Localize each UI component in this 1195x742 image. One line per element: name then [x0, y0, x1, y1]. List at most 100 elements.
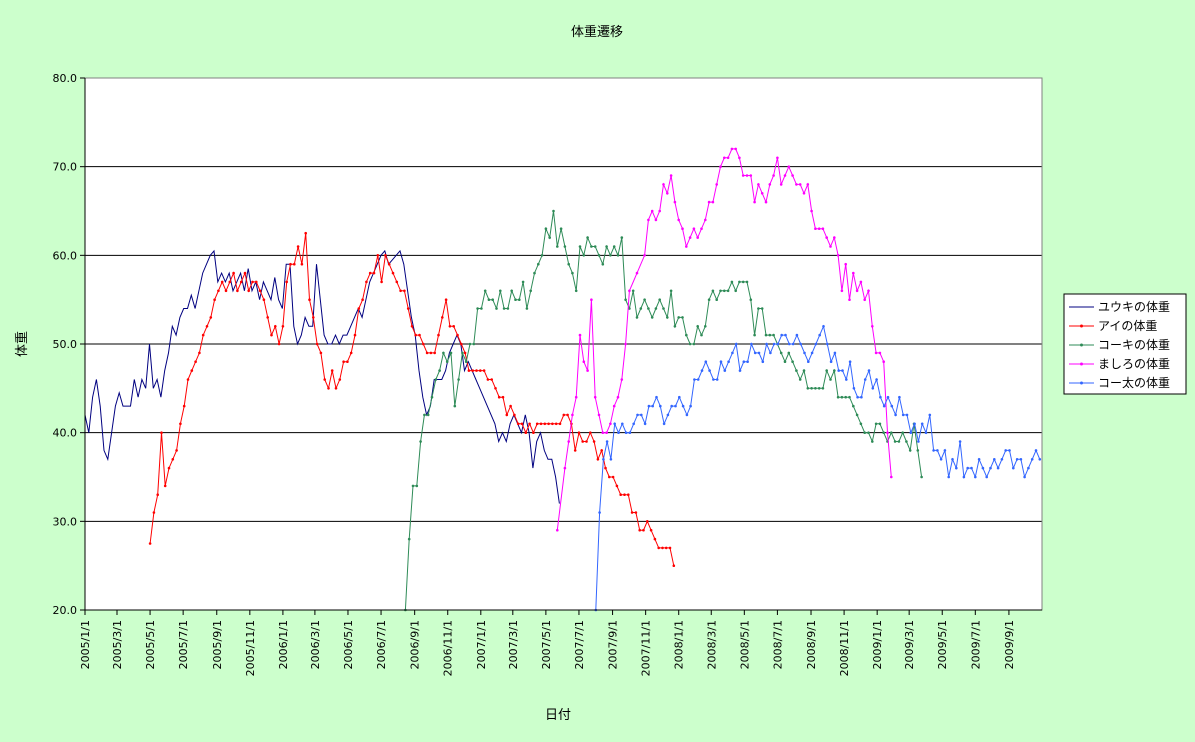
x-tick-label: 2009/5/1	[936, 620, 949, 669]
data-point	[289, 262, 292, 266]
data-point	[788, 342, 791, 346]
data-point	[829, 360, 833, 364]
data-point	[609, 422, 612, 426]
data-point	[806, 183, 810, 186]
data-point	[898, 395, 901, 399]
data-point	[821, 387, 825, 390]
x-tick-label: 2006/9/1	[409, 620, 422, 669]
data-point	[666, 192, 669, 195]
data-point	[890, 431, 893, 435]
data-point	[422, 342, 425, 346]
data-point	[518, 298, 521, 302]
data-point	[795, 333, 799, 337]
data-point	[1038, 458, 1042, 461]
data-point	[467, 369, 471, 372]
data-point	[650, 316, 654, 319]
data-point	[236, 289, 239, 293]
data-point	[799, 342, 802, 346]
data-point	[597, 254, 601, 257]
data-point	[753, 200, 756, 204]
data-point	[878, 422, 882, 426]
data-point	[677, 316, 680, 319]
data-point	[795, 369, 798, 372]
data-point	[723, 369, 727, 372]
data-point	[464, 360, 468, 364]
data-point	[916, 449, 920, 452]
data-point	[738, 156, 741, 160]
data-point	[685, 413, 689, 417]
data-point	[476, 307, 479, 310]
data-point	[334, 387, 338, 390]
data-point	[653, 537, 657, 541]
data-point	[643, 254, 646, 257]
data-point	[826, 342, 829, 346]
data-point	[573, 449, 577, 452]
data-point	[205, 325, 209, 328]
data-point	[696, 236, 699, 239]
data-point	[658, 298, 661, 302]
data-point	[487, 298, 491, 302]
data-point	[753, 333, 756, 337]
data-point	[506, 307, 510, 310]
data-point	[670, 404, 673, 408]
data-point	[700, 369, 704, 372]
data-point	[745, 174, 749, 177]
data-point	[672, 564, 676, 567]
data-point	[502, 307, 506, 310]
data-point	[780, 333, 783, 337]
data-point	[833, 236, 836, 239]
data-point	[537, 262, 540, 266]
data-point	[993, 458, 996, 461]
data-point	[578, 333, 582, 337]
data-point	[822, 325, 825, 328]
data-point	[411, 484, 415, 488]
data-point	[863, 378, 867, 381]
data-point	[901, 413, 905, 417]
data-point	[741, 280, 745, 284]
data-point	[760, 307, 764, 310]
data-point	[768, 183, 772, 186]
data-point	[152, 511, 156, 514]
data-point	[708, 369, 711, 372]
data-point	[528, 422, 531, 426]
series-line	[595, 324, 1041, 611]
data-point	[871, 325, 874, 328]
data-point	[163, 484, 167, 488]
data-point	[630, 511, 634, 514]
data-point	[654, 218, 658, 222]
data-point	[715, 183, 718, 186]
data-point	[837, 369, 840, 372]
data-point	[798, 378, 802, 381]
data-point	[874, 422, 878, 426]
data-point	[296, 245, 300, 248]
data-point	[582, 360, 586, 364]
data-point	[882, 431, 885, 435]
data-point	[693, 378, 696, 381]
data-point	[639, 307, 643, 310]
data-point	[810, 209, 813, 213]
data-point	[586, 369, 589, 372]
data-point	[621, 422, 624, 426]
data-point	[867, 289, 870, 293]
data-point	[376, 254, 380, 257]
data-point	[776, 342, 780, 346]
data-point	[669, 289, 673, 293]
series-line	[556, 148, 892, 531]
data-point	[821, 227, 825, 230]
data-point	[612, 404, 616, 408]
x-tick-label: 2008/9/1	[805, 620, 818, 669]
data-point	[757, 351, 761, 355]
data-point	[330, 369, 334, 372]
data-point	[711, 200, 715, 204]
data-point	[810, 351, 814, 355]
x-tick-label: 2005/5/1	[144, 620, 157, 669]
data-point	[913, 422, 916, 426]
data-point	[597, 413, 601, 417]
data-point	[643, 422, 647, 426]
data-point	[692, 342, 696, 346]
data-point	[495, 307, 498, 310]
data-point	[890, 404, 894, 408]
data-point	[765, 342, 768, 346]
data-point	[897, 440, 901, 443]
data-point	[627, 493, 630, 497]
